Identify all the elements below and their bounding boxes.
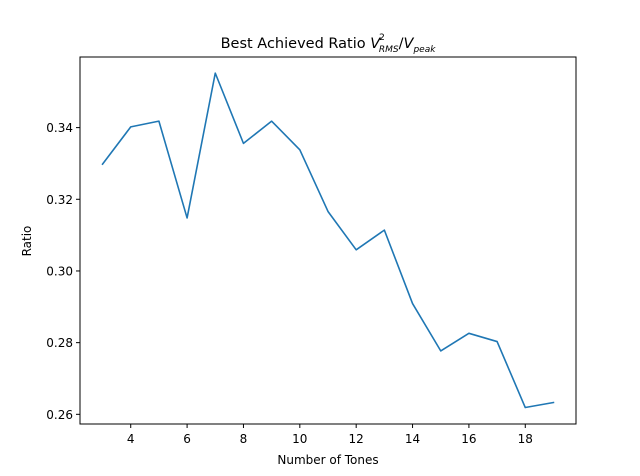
x-tick-label: 8 bbox=[240, 432, 248, 446]
y-axis-label: Ratio bbox=[20, 226, 34, 257]
x-tick-label: 12 bbox=[349, 432, 364, 446]
y-tick-label: 0.34 bbox=[46, 121, 73, 135]
x-tick-label: 6 bbox=[183, 432, 191, 446]
series-line bbox=[101, 72, 555, 409]
chart-title: Best Achieved Ratio V2 RMS/Vpeak bbox=[221, 33, 437, 55]
y-tick-label: 0.28 bbox=[46, 336, 73, 350]
x-tick-label: 4 bbox=[127, 432, 135, 446]
x-tick-label: 10 bbox=[292, 432, 307, 446]
plot-area bbox=[101, 72, 555, 409]
x-tick-label: 16 bbox=[461, 432, 476, 446]
x-tick-label: 14 bbox=[405, 432, 420, 446]
x-tick-label: 18 bbox=[518, 432, 533, 446]
axes-frame bbox=[79, 56, 577, 425]
x-axis-label: Number of Tones bbox=[277, 453, 378, 467]
y-tick-label: 0.32 bbox=[46, 193, 73, 207]
axes-ticks: 4 6 8 10 12 14 16 18 0.26 0.28 0.30 0.32 0.34 bbox=[46, 121, 533, 446]
y-tick-label: 0.30 bbox=[46, 264, 73, 278]
y-tick-label: 0.26 bbox=[46, 408, 73, 422]
